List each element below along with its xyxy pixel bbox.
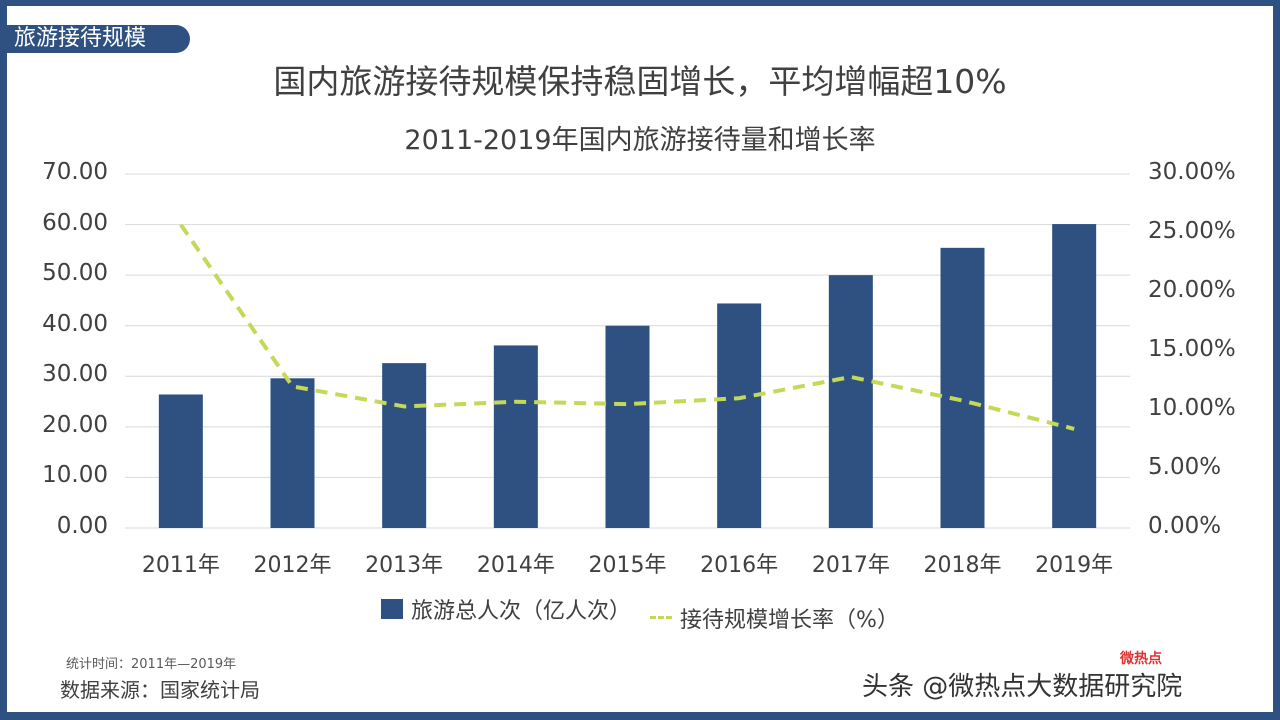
right-axis-tick: 0.00% [1148, 513, 1222, 539]
legend-item-line: 接待规模增长率（%） [650, 602, 899, 634]
x-axis-tick: 2016年 [700, 553, 779, 578]
bar [382, 363, 427, 528]
left-axis-tick: 0.00 [56, 513, 108, 539]
right-axis-tick: 30.00% [1148, 159, 1236, 185]
frame-top [0, 0, 1280, 6]
chart-title: 2011-2019年国内旅游接待量和增长率 [404, 125, 876, 156]
data-source: 数据来源：国家统计局 [60, 678, 260, 702]
legend-line-label: 接待规模增长率（%） [680, 607, 899, 633]
right-axis-tick: 20.00% [1148, 277, 1236, 303]
legend-item-bar: 旅游总人次（亿人次） [381, 593, 631, 625]
left-axis-tick: 20.00 [42, 411, 108, 438]
right-axis-tick: 25.00% [1148, 218, 1236, 244]
section-tag: 旅游接待规模 [7, 25, 190, 53]
watermark: 头条 @微热点大数据研究院 [862, 672, 1183, 702]
legend-bar-label: 旅游总人次（亿人次） [411, 599, 632, 624]
x-axis-tick: 2017年 [811, 553, 890, 578]
left-axis-tick: 40.00 [42, 310, 108, 337]
right-axis-tick: 15.00% [1148, 336, 1236, 362]
frame-bottom [0, 712, 1280, 720]
bar [270, 378, 315, 528]
bar [828, 275, 873, 528]
x-axis-tick: 2019年 [1035, 553, 1114, 578]
page-title: 国内旅游接待规模保持稳固增长，平均增幅超10% [273, 62, 1007, 101]
x-axis-tick: 2011年 [141, 553, 220, 578]
x-axis-tick: 2018年 [923, 553, 1002, 578]
x-axis-tick: 2013年 [365, 553, 444, 578]
weibo-logo-icon: 微热点 [1120, 651, 1162, 667]
bar [717, 303, 762, 528]
frame-right [1273, 0, 1280, 720]
bar [493, 345, 538, 528]
left-axis-tick: 50.00 [42, 260, 108, 287]
x-axis-tick: 2012年 [253, 553, 332, 578]
right-axis-tick: 5.00% [1148, 454, 1222, 480]
left-axis-tick: 10.00 [42, 462, 108, 489]
x-axis-tick: 2014年 [476, 553, 555, 578]
left-axis-tick: 70.00 [42, 159, 108, 185]
bar [1052, 224, 1097, 528]
left-axis-tick: 60.00 [42, 209, 108, 236]
frame-left [0, 0, 7, 720]
bar [158, 394, 203, 528]
bar [605, 325, 650, 528]
bar [940, 247, 985, 528]
right-axis-tick: 10.00% [1148, 395, 1236, 421]
legend: 旅游总人次（亿人次） 接待规模增长率（%） [0, 593, 1280, 634]
stat-time: 统计时间：2011年—2019年 [66, 657, 237, 672]
bar-swatch-icon [381, 599, 404, 619]
left-axis-tick: 30.00 [42, 361, 108, 388]
x-axis-tick: 2015年 [588, 553, 667, 578]
dashed-line-swatch-icon [650, 616, 673, 619]
